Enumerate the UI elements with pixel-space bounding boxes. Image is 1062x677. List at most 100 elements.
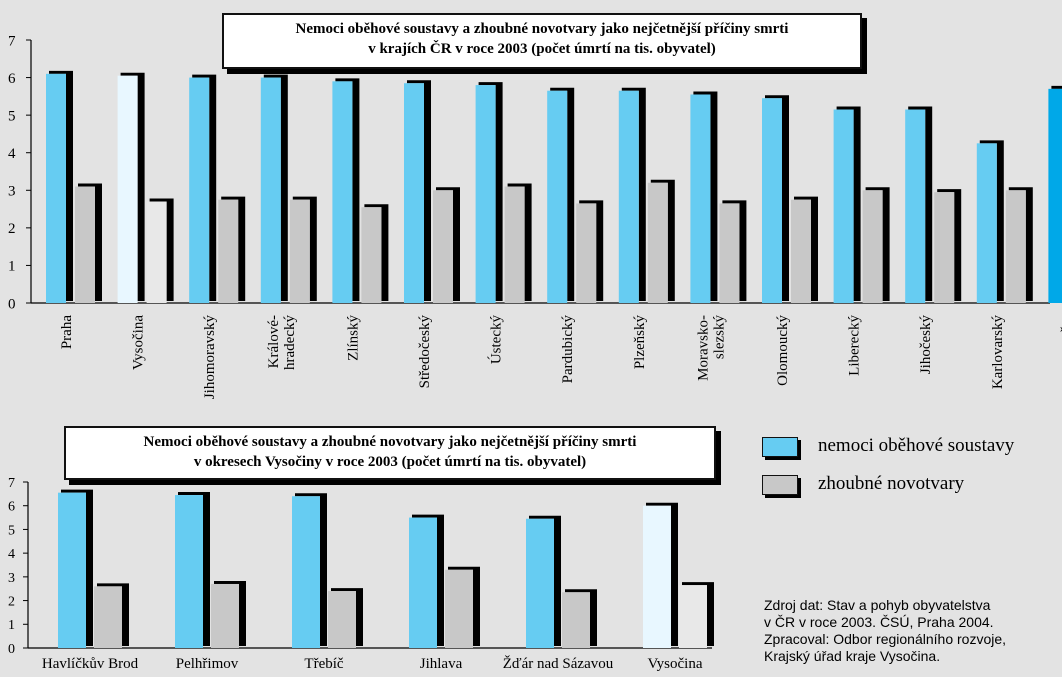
chart-title-regions-line1: Nemoci oběhové soustavy a zhoubné novotv… <box>295 21 789 37</box>
bar-series1-edge <box>407 80 431 301</box>
bar-series1 <box>690 91 718 303</box>
bar-series1 <box>58 489 93 648</box>
bar-series2-face <box>504 186 525 303</box>
bar-series2-edge <box>1008 187 1033 301</box>
bar-series2-face <box>75 186 95 303</box>
bar-series1-face <box>618 90 639 303</box>
bar-series1-edge <box>335 78 360 301</box>
y-tick-label: 7 <box>8 33 16 49</box>
bar-series2-face <box>218 199 239 303</box>
legend-label-series1: nemoci oběhové soustavy <box>818 435 1015 456</box>
bar-series1 <box>526 515 561 648</box>
chart-regions: 0 1 2 3 4 5 6 7 Praha Vysočina Jihomoravský Králové… <box>8 33 1062 399</box>
bar-series1-face <box>526 518 554 648</box>
y-tick-label: 5 <box>8 108 16 124</box>
bar-series2-edge <box>149 198 174 301</box>
bar-series2-face <box>94 586 122 648</box>
bar-series2 <box>94 583 129 648</box>
bar-series1-face <box>46 73 66 303</box>
source-line: v ČR v roce 2003. ČSÚ, Praha 2004. <box>764 614 994 630</box>
bar-series2-edge <box>865 187 890 301</box>
bar-series2-edge <box>331 588 363 646</box>
bar-series1-edge <box>693 91 718 301</box>
bar-series1-face <box>117 75 138 303</box>
bar-series2 <box>576 200 604 303</box>
bar-series2 <box>211 580 246 648</box>
bar-series2-edge <box>292 196 317 301</box>
x-tick-label: Jihlava <box>420 656 463 672</box>
x-tick-label: Pelhřimov <box>176 656 239 672</box>
bar-series1-face <box>409 517 437 648</box>
bar-series2-face <box>445 569 473 648</box>
y-tick-label: 6 <box>8 71 16 87</box>
bar-series1 <box>332 78 360 303</box>
bar-series2-face <box>679 585 707 648</box>
bar-series2 <box>289 196 317 303</box>
bar-series2 <box>562 589 597 648</box>
bar-series1-face <box>1048 88 1062 303</box>
y-tick-label: 6 <box>8 500 15 515</box>
bar-series1-face <box>547 90 568 303</box>
bar-series1 <box>762 95 789 303</box>
bar-series1-edge <box>836 106 861 301</box>
bar-series1-edge <box>178 492 210 646</box>
x-tick-label: Vysočina <box>648 656 703 672</box>
x-tick-label: hradecký <box>282 315 298 370</box>
source-line: Zpracoval: Odbor regionálního rozvoje, <box>764 631 1007 647</box>
bar-series1-face <box>475 85 496 303</box>
x-tick-label: Havlíčkův Brod <box>42 656 139 672</box>
bar-series1-face <box>189 77 210 303</box>
y-tick-label: 4 <box>8 146 16 162</box>
y-tick-label: 0 <box>8 642 15 657</box>
chart-districts: 0 1 2 3 4 5 6 7 Havlíčkův Brod Pelhřimov Třebíč Jih… <box>8 476 714 672</box>
bar-series1-edge <box>646 502 678 646</box>
bar-series1-face <box>404 83 424 303</box>
x-tick-label: ČR <box>1060 315 1062 335</box>
bar-series2 <box>862 187 890 303</box>
bar-series1-edge <box>908 106 933 301</box>
source-note: Zdroj dat: Stav a pohyb obyvatelstva v Č… <box>764 597 1060 665</box>
bar-series2-edge <box>937 189 962 301</box>
y-tick-label: 3 <box>8 184 16 200</box>
x-tick-label: Pardubický <box>560 315 576 384</box>
bar-series2-edge <box>78 183 102 301</box>
bar-series1 <box>46 70 73 303</box>
x-tick-label: Žďár nad Sázavou <box>503 655 614 672</box>
bar-series1 <box>547 87 575 303</box>
bar-series1-face <box>332 81 353 303</box>
y-tick-label: 4 <box>8 547 15 562</box>
bar-series2 <box>504 183 532 303</box>
bar-series2-face <box>719 203 740 303</box>
bar-series2-edge <box>682 582 714 646</box>
legend-swatch-series2 <box>762 475 798 495</box>
bar-series1-edge <box>529 515 561 646</box>
bar-series1-face <box>260 77 281 303</box>
bar-series1 <box>409 514 444 648</box>
bar-series1 <box>618 87 646 303</box>
x-tick-label: Středočeský <box>417 315 433 389</box>
bar-series1-edge <box>192 74 217 301</box>
bar-series1-face <box>175 495 203 648</box>
x-tick-label: Zlínský <box>345 315 361 361</box>
bar-series1 <box>643 502 678 648</box>
bar-series2-edge <box>565 589 597 646</box>
bar-series1-edge <box>621 87 646 301</box>
y-tick-label: 1 <box>8 259 16 275</box>
bar-series2 <box>146 198 174 303</box>
bar-series2 <box>791 196 818 303</box>
y-tick-label: 0 <box>8 296 16 312</box>
x-tick-label: Vysočina <box>131 315 147 370</box>
bar-series2-edge <box>214 580 246 646</box>
bar-series2 <box>719 200 747 303</box>
bar-series1 <box>175 492 210 648</box>
x-tick-label: Olomoucký <box>775 315 791 386</box>
bar-series1-face <box>643 505 671 648</box>
bar-series2 <box>361 204 389 303</box>
bar-series2-face <box>791 199 811 303</box>
x-tick-label: Moravsko- <box>695 315 711 381</box>
bar-series1-edge <box>49 70 73 301</box>
bar-series1 <box>117 72 145 303</box>
bar-series2-face <box>934 192 955 303</box>
bar-series1 <box>260 74 288 303</box>
